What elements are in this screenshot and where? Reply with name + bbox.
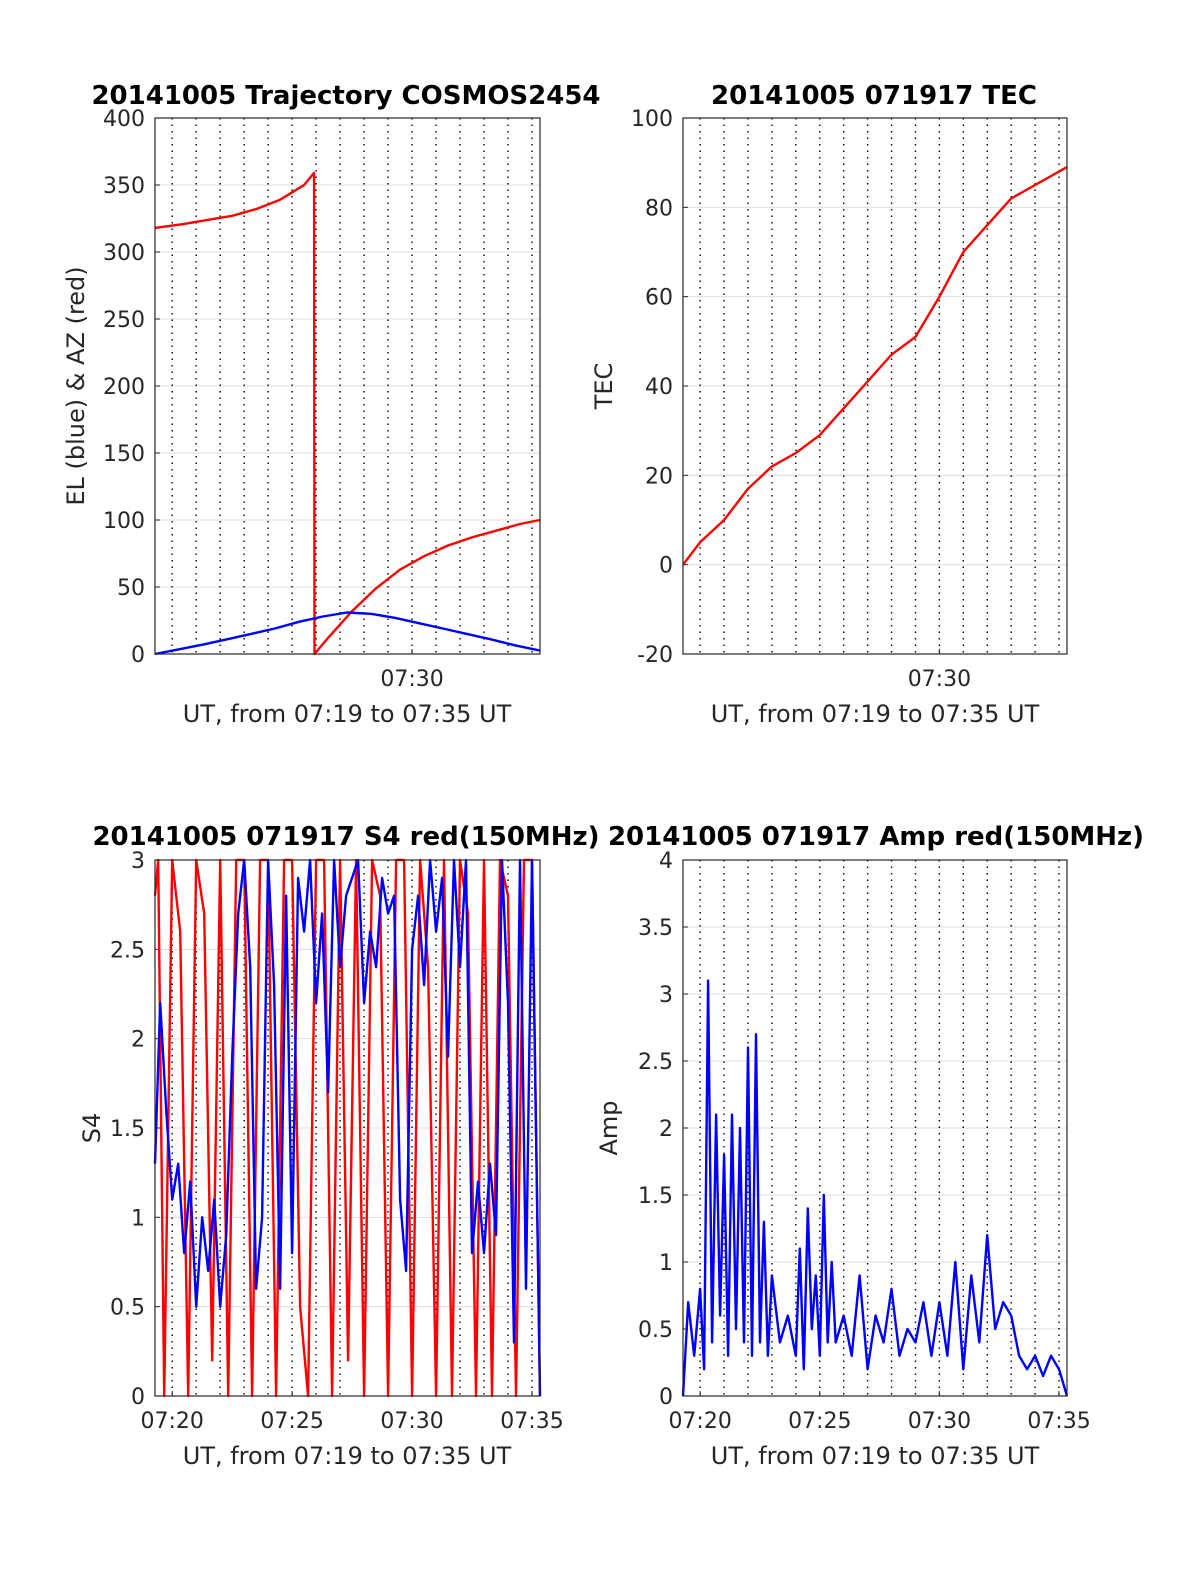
chart-s4: 20141005 071917 S4 red(150MHz) 0 0.5 1 1.5 2… — [78, 822, 600, 1470]
series-line-1 — [682, 166, 1068, 566]
y-tick-label: 3.5 — [638, 916, 673, 941]
y-tick-label: 0 — [131, 643, 145, 668]
y-tick-label: 2.5 — [638, 1050, 673, 1075]
x-axis-label: UT, from 07:19 to 07:35 UT — [711, 700, 1040, 728]
y-axis-label: TEC — [590, 363, 618, 411]
plot-frame — [682, 859, 1068, 1397]
x-axis-label: UT, from 07:19 to 07:35 UT — [183, 700, 512, 728]
y-tick-label: 0 — [659, 1385, 673, 1410]
series-group — [153, 858, 542, 1398]
series-group — [681, 979, 1069, 1397]
y-tick-label: 40 — [645, 375, 673, 400]
series-line-2 — [154, 611, 541, 656]
x-axis-label: UT, from 07:19 to 07:35 UT — [711, 1442, 1040, 1470]
y-tick-label: 350 — [103, 174, 145, 199]
series-group — [154, 171, 541, 656]
y-tick-label: 300 — [103, 241, 145, 266]
y-axis-label: Amp — [595, 1100, 623, 1155]
x-tick-labels: 07:30 — [380, 667, 443, 692]
x-tick-label: 07:25 — [260, 1409, 323, 1434]
y-tick-label: 2 — [131, 1028, 145, 1053]
y-tick-label: -20 — [637, 643, 673, 668]
grid — [683, 117, 1067, 655]
x-tick-label: 07:30 — [908, 667, 971, 692]
series-group — [682, 166, 1068, 566]
y-tick-label: 2.5 — [110, 938, 145, 963]
y-tick-label: 3 — [659, 983, 673, 1008]
x-tick-label: 07:30 — [380, 1409, 443, 1434]
chart-title: 20141005 071917 S4 red(150MHz) — [92, 822, 599, 852]
y-tick-labels: 0 0.5 1 1.5 2 2.5 3 3.5 4 — [638, 849, 673, 1410]
x-tick-label: 07:35 — [500, 1409, 563, 1434]
y-tick-label: 0.5 — [638, 1318, 673, 1343]
x-tick-label: 07:30 — [380, 667, 443, 692]
y-tick-label: 200 — [103, 375, 145, 400]
y-tick-label: 0 — [659, 554, 673, 579]
y-tick-label: 100 — [103, 509, 145, 534]
y-tick-labels: 0 0.5 1 1.5 2 2.5 3 — [110, 849, 145, 1410]
y-tick-label: 60 — [645, 286, 673, 311]
y-tick-label: 150 — [103, 442, 145, 467]
y-tick-label: 0.5 — [110, 1296, 145, 1321]
y-tick-label: 1 — [659, 1251, 673, 1276]
y-tick-label: 4 — [659, 849, 673, 874]
x-tick-labels: 07:20 07:25 07:30 07:35 — [140, 1409, 563, 1434]
y-tick-labels: 0 50 100 150 200 250 300 350 400 — [103, 107, 145, 668]
x-tick-label: 07:20 — [668, 1409, 731, 1434]
y-tick-label: 80 — [645, 196, 673, 221]
y-tick-label: 1 — [131, 1206, 145, 1231]
chart-amp: 20141005 071917 Amp red(150MHz) 0 0.5 1 1.5… — [595, 822, 1144, 1470]
y-tick-label: 250 — [103, 308, 145, 333]
chart-trajectory: 20141005 Trajectory COSMOS2454 0 50 100 150… — [62, 81, 601, 728]
y-tick-label: 0 — [131, 1385, 145, 1410]
y-tick-label: 20 — [645, 464, 673, 489]
y-tick-label: 1.5 — [110, 1117, 145, 1142]
chart-title: 20141005 071917 Amp red(150MHz) — [608, 822, 1144, 852]
y-tick-label: 2 — [659, 1117, 673, 1142]
plot-frame — [154, 859, 541, 1397]
y-axis-label: EL (blue) & AZ (red) — [62, 266, 90, 505]
series-line-1 — [153, 858, 542, 1398]
x-tick-label: 07:25 — [788, 1409, 851, 1434]
x-tick-labels: 07:30 — [908, 667, 971, 692]
x-tick-label: 07:35 — [1027, 1409, 1090, 1434]
y-tick-label: 400 — [103, 107, 145, 132]
plot-frame — [682, 117, 1068, 655]
y-tick-label: 1.5 — [638, 1184, 673, 1209]
series-line-2 — [153, 858, 542, 1397]
y-tick-label: 50 — [117, 576, 145, 601]
series-line-1 — [154, 171, 541, 656]
y-axis-label: S4 — [78, 1113, 106, 1144]
chart-tec: 20141005 071917 TEC -20 0 20 40 60 80 100 07:3… — [590, 81, 1068, 728]
y-tick-label: 100 — [631, 107, 673, 132]
chart-title: 20141005 071917 TEC — [711, 81, 1037, 111]
chart-title: 20141005 Trajectory COSMOS2454 — [91, 81, 600, 111]
grid — [155, 117, 540, 655]
plot-frame — [154, 117, 541, 655]
x-tick-labels: 07:20 07:25 07:30 07:35 — [668, 1409, 1090, 1434]
series-line-1 — [681, 979, 1069, 1397]
x-tick-label: 07:30 — [908, 1409, 971, 1434]
x-axis-label: UT, from 07:19 to 07:35 UT — [183, 1442, 512, 1470]
y-tick-labels: -20 0 20 40 60 80 100 — [631, 107, 673, 668]
x-tick-label: 07:20 — [140, 1409, 203, 1434]
y-tick-label: 3 — [131, 849, 145, 874]
